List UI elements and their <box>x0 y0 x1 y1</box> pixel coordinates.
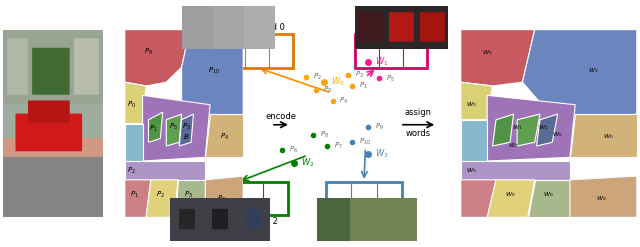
Text: segment: segment <box>150 112 187 121</box>
Polygon shape <box>125 180 151 217</box>
Text: $W_2$: $W_2$ <box>301 157 314 169</box>
Text: visual word 0: visual word 0 <box>229 23 285 33</box>
Text: $P_2$: $P_2$ <box>156 190 164 200</box>
Text: $W_3$: $W_3$ <box>375 147 388 160</box>
Text: visual word 2: visual word 2 <box>222 217 278 226</box>
Text: $W_0$: $W_0$ <box>466 100 477 109</box>
Text: $P_4$: $P_4$ <box>220 132 228 142</box>
Text: words: words <box>406 128 431 138</box>
Text: visual word 1: visual word 1 <box>364 23 419 33</box>
Text: $P_4$: $P_4$ <box>218 193 227 204</box>
Polygon shape <box>166 114 182 146</box>
Text: $P_6$: $P_6$ <box>289 145 298 155</box>
Text: $P_1$: $P_1$ <box>130 190 139 200</box>
Text: $P_{10}$: $P_{10}$ <box>358 137 371 147</box>
Polygon shape <box>527 180 570 217</box>
Polygon shape <box>179 114 193 146</box>
Polygon shape <box>148 112 163 142</box>
Text: $P_{10}$: $P_{10}$ <box>207 66 220 76</box>
Text: $P_9$: $P_9$ <box>144 47 153 57</box>
Text: $P_1$: $P_1$ <box>148 124 157 134</box>
Polygon shape <box>146 180 178 217</box>
Text: $W_0$: $W_0$ <box>505 190 515 199</box>
Polygon shape <box>461 82 493 120</box>
Polygon shape <box>143 95 210 161</box>
Polygon shape <box>517 114 540 146</box>
Text: $P_5$: $P_5$ <box>386 73 395 83</box>
Polygon shape <box>461 120 487 161</box>
Polygon shape <box>125 30 190 86</box>
Polygon shape <box>205 176 243 217</box>
Polygon shape <box>175 180 205 217</box>
Bar <box>326 182 403 215</box>
Text: $P_0$: $P_0$ <box>323 85 332 95</box>
Text: visual word 3: visual word 3 <box>336 217 392 226</box>
Polygon shape <box>536 114 557 146</box>
Text: $W_0$: $W_0$ <box>466 166 477 175</box>
Text: $P_4$: $P_4$ <box>339 96 349 106</box>
Polygon shape <box>461 30 534 86</box>
Text: $W_0$: $W_0$ <box>596 194 607 203</box>
Text: $W_0$: $W_0$ <box>543 190 554 199</box>
Text: $B$: $B$ <box>183 132 189 141</box>
Polygon shape <box>493 114 513 146</box>
Text: $W_1$: $W_1$ <box>538 123 548 132</box>
Text: $W_0$: $W_0$ <box>604 132 614 141</box>
Bar <box>211 182 288 215</box>
Text: $P_5$: $P_5$ <box>169 122 178 132</box>
Polygon shape <box>205 114 243 157</box>
Polygon shape <box>125 161 205 180</box>
Text: $W_2$: $W_2$ <box>508 142 519 150</box>
Text: $P_2$: $P_2$ <box>314 71 322 82</box>
Polygon shape <box>461 180 496 217</box>
Polygon shape <box>125 124 143 161</box>
Text: $W_3$: $W_3$ <box>588 66 598 75</box>
Polygon shape <box>570 176 637 217</box>
Text: encode: encode <box>266 112 296 121</box>
Polygon shape <box>570 114 637 157</box>
Text: $W_0$: $W_0$ <box>552 130 563 139</box>
Polygon shape <box>522 30 637 120</box>
Bar <box>355 34 428 68</box>
Text: assign: assign <box>404 108 432 117</box>
Polygon shape <box>487 95 575 161</box>
Text: $P_8$: $P_8$ <box>320 130 329 140</box>
Bar <box>221 34 293 68</box>
Text: $P_1$: $P_1$ <box>358 81 367 91</box>
Text: $P_0$: $P_0$ <box>127 100 136 110</box>
Polygon shape <box>461 161 570 180</box>
Polygon shape <box>487 180 534 217</box>
Text: $W_1$: $W_1$ <box>375 55 388 68</box>
Text: $P_2$: $P_2$ <box>127 165 136 176</box>
Text: $P_7$: $P_7$ <box>334 141 343 151</box>
Polygon shape <box>125 82 146 124</box>
Text: $P_3$: $P_3$ <box>182 122 191 132</box>
Text: $P_3$: $P_3$ <box>355 70 364 80</box>
Text: $P_3$: $P_3$ <box>184 190 193 200</box>
Text: $W_0$: $W_0$ <box>331 76 345 88</box>
Text: $W_5$: $W_5$ <box>482 48 493 57</box>
Text: $W_1$: $W_1$ <box>512 123 522 132</box>
Polygon shape <box>182 30 243 124</box>
Text: $P_9$: $P_9$ <box>375 122 384 132</box>
